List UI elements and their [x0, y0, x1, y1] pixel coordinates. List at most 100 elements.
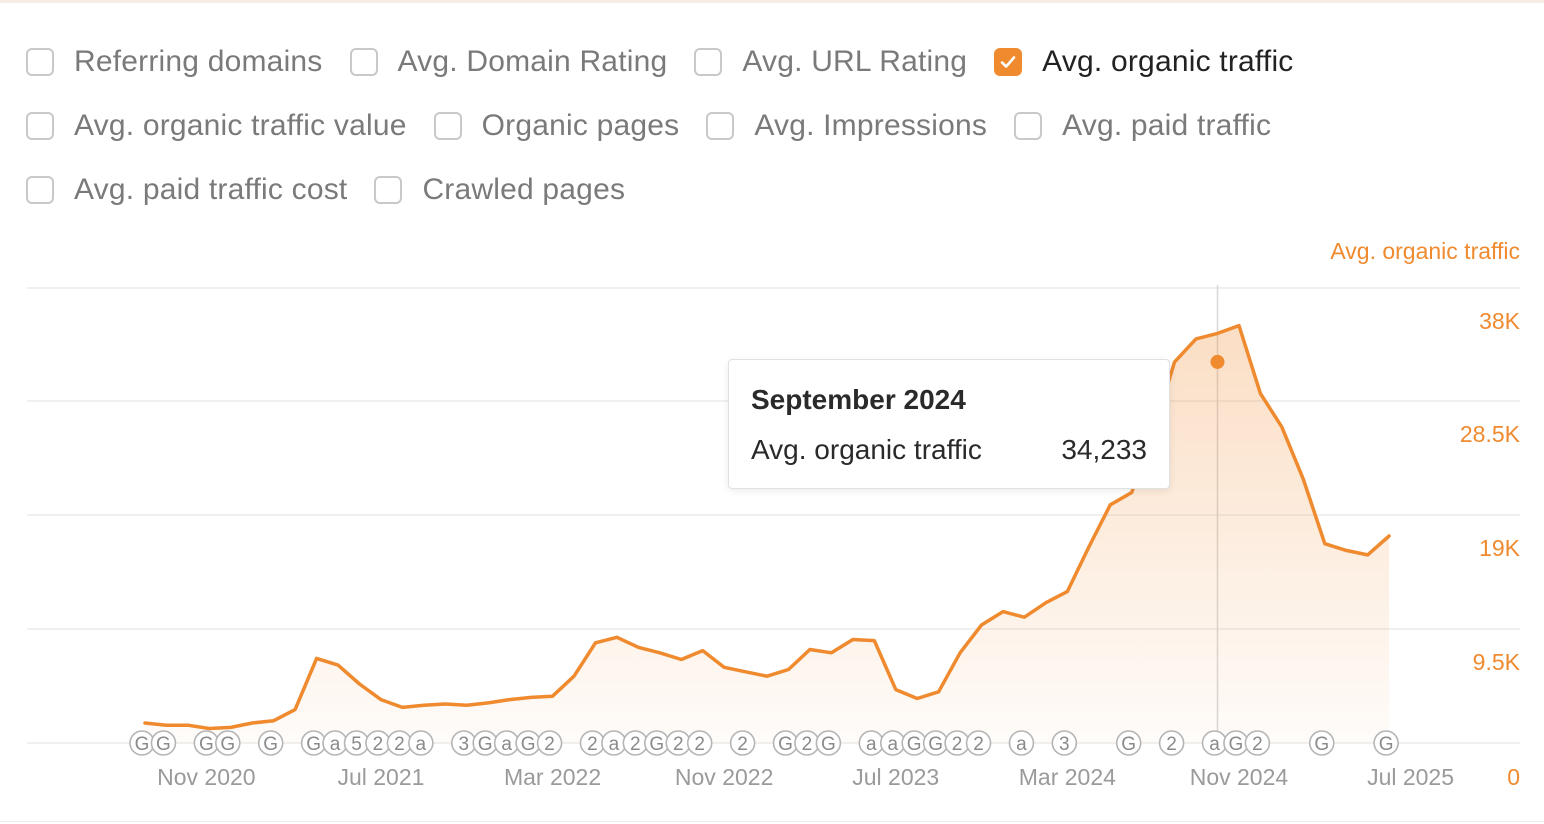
- event-marker-label: a: [609, 734, 620, 755]
- y-tick-label: 28.5K: [1460, 421, 1521, 447]
- event-marker: [1158, 730, 1185, 756]
- event-marker-label: G: [907, 734, 922, 755]
- checkbox[interactable]: [26, 176, 54, 204]
- event-marker-label: 2: [673, 734, 684, 755]
- event-marker-label: G: [928, 734, 943, 755]
- tooltip-label: Avg. organic traffic: [751, 434, 982, 465]
- event-marker-label: G: [1121, 734, 1136, 755]
- event-marker-label: 2: [630, 734, 641, 755]
- event-marker: [215, 730, 241, 756]
- event-marker: [729, 730, 756, 756]
- x-tick-label: Nov 2020: [157, 764, 255, 790]
- option-avg-domain-rating[interactable]: Avg. Domain Rating: [349, 45, 668, 79]
- event-marker: [1115, 730, 1142, 756]
- event-marker: [1308, 730, 1335, 756]
- checkbox[interactable]: [26, 112, 54, 140]
- checkbox[interactable]: [433, 112, 462, 140]
- y-tick-label: 19K: [1479, 535, 1521, 561]
- option-avg-organic-traffic[interactable]: Avg. organic traffic: [994, 45, 1293, 79]
- option-avg-url-rating[interactable]: Avg. URL Rating: [694, 45, 967, 79]
- option-crawled-pages[interactable]: Crawled pages: [374, 173, 625, 207]
- event-marker-label: G: [156, 734, 171, 755]
- event-marker-label: G: [306, 734, 321, 755]
- event-marker-label: 2: [973, 734, 984, 755]
- x-tick-label: Mar 2022: [504, 764, 601, 790]
- event-marker-label: a: [416, 734, 427, 755]
- tooltip-title: September 2024: [751, 384, 966, 415]
- event-marker: [1008, 730, 1035, 756]
- checkbox[interactable]: [1014, 112, 1043, 140]
- event-marker-label: 2: [802, 734, 813, 755]
- x-tick-label: Nov 2024: [1190, 764, 1289, 790]
- event-marker: [408, 730, 434, 756]
- option-label: Organic pages: [481, 109, 680, 142]
- event-marker-label: 2: [394, 734, 405, 755]
- option-avg-impressions[interactable]: Avg. Impressions: [706, 109, 987, 143]
- event-marker-label: G: [263, 734, 278, 755]
- event-marker: [536, 730, 563, 756]
- y-tick-label: 38K: [1479, 308, 1521, 334]
- option-label: Avg. paid traffic cost: [74, 173, 348, 206]
- event-marker: [686, 730, 713, 756]
- event-marker-label: 2: [1252, 734, 1263, 755]
- event-marker-label: 3: [1059, 734, 1070, 755]
- checkbox[interactable]: [694, 48, 723, 76]
- event-marker-label: 2: [694, 734, 705, 755]
- event-marker-label: 2: [737, 734, 748, 755]
- event-marker-label: 2: [587, 734, 598, 755]
- option-label: Referring domains: [74, 45, 323, 78]
- x-tick-label: Jul 2025: [1367, 764, 1454, 790]
- y-tick-label: 9.5K: [1473, 649, 1521, 675]
- event-marker-label: G: [199, 734, 214, 755]
- event-marker-label: 2: [373, 734, 384, 755]
- event-marker-label: G: [1229, 734, 1244, 755]
- checkbox-checked[interactable]: [994, 48, 1023, 76]
- event-marker-label: 2: [952, 734, 963, 755]
- event-marker-label: a: [1016, 734, 1027, 755]
- event-marker: [257, 730, 284, 756]
- event-marker-label: G: [521, 734, 536, 755]
- event-marker-label: 5: [351, 734, 362, 755]
- option-label: Avg. organic traffic value: [74, 109, 407, 142]
- checkbox[interactable]: [26, 48, 54, 76]
- event-marker-label: a: [866, 734, 877, 755]
- event-marker: [1244, 730, 1271, 756]
- event-marker-label: a: [330, 734, 341, 755]
- checkbox[interactable]: [374, 176, 403, 204]
- option-label: Avg. Impressions: [754, 109, 988, 142]
- event-marker-label: a: [1209, 734, 1220, 755]
- event-marker-label: a: [887, 734, 898, 755]
- event-marker-label: G: [778, 734, 793, 755]
- option-avg-paid-traffic-cost[interactable]: Avg. paid traffic cost: [26, 173, 347, 207]
- y-tick-label: 0: [1507, 764, 1520, 790]
- event-marker: [1373, 730, 1399, 756]
- check-icon: [1000, 56, 1016, 68]
- event-marker-label: G: [135, 734, 150, 755]
- event-marker: [1051, 730, 1078, 756]
- event-marker: [815, 730, 842, 756]
- options-row-1: Referring domains Avg. Domain Rating Avg…: [26, 30, 1526, 94]
- option-organic-pages[interactable]: Organic pages: [433, 109, 680, 143]
- event-marker-label: a: [501, 734, 512, 755]
- option-label: Avg. paid traffic: [1062, 109, 1272, 142]
- top-divider: [0, 0, 1544, 3]
- series-line: [143, 323, 1391, 731]
- legend-label: Avg. organic traffic: [1330, 238, 1520, 264]
- option-label: Avg. organic traffic: [1042, 45, 1294, 78]
- chart-tooltip: September 2024 Avg. organic traffic 34,2…: [728, 359, 1170, 489]
- event-marker-label: 2: [1166, 734, 1177, 755]
- event-marker: [965, 730, 992, 756]
- x-tick-label: Mar 2024: [1019, 764, 1116, 790]
- option-avg-paid-traffic[interactable]: Avg. paid traffic: [1014, 109, 1271, 143]
- x-tick-label: Nov 2022: [675, 764, 773, 790]
- highlight-point: [1210, 354, 1225, 369]
- traffic-chart[interactable]: Avg. organic traffic 0 9.5K 19K 28.5K 38K Nov …: [0, 220, 1544, 820]
- checkbox[interactable]: [349, 48, 378, 76]
- checkbox[interactable]: [706, 112, 735, 140]
- series-area: [145, 325, 1390, 743]
- option-label: Avg. Domain Rating: [397, 45, 668, 78]
- option-avg-organic-traffic-value[interactable]: Avg. organic traffic value: [26, 109, 407, 143]
- tooltip-value: 34,233: [1061, 434, 1147, 465]
- option-referring-domains[interactable]: Referring domains: [26, 45, 323, 79]
- option-label: Avg. URL Rating: [742, 45, 968, 78]
